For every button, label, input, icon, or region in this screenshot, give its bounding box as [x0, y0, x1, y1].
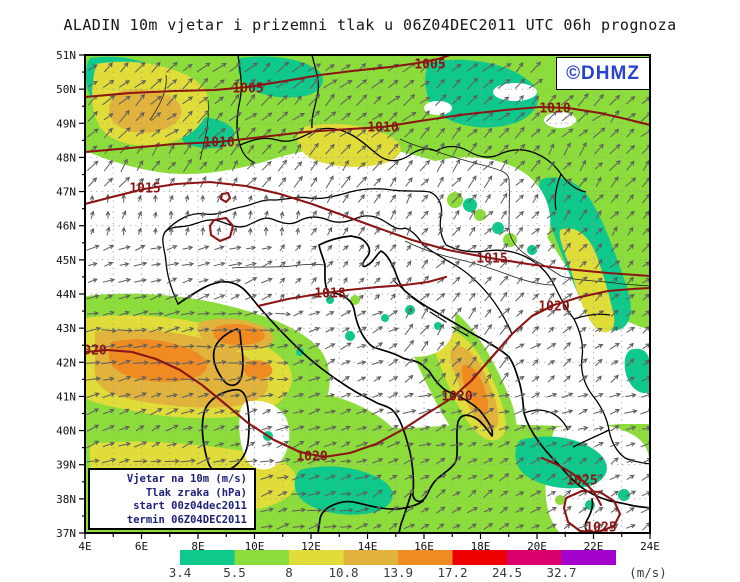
- isobar-1010: [85, 105, 650, 154]
- pressure-label: 1015: [476, 252, 507, 267]
- lat-label: 39N: [56, 459, 76, 472]
- balkan-borders: [422, 244, 650, 465]
- isobar-unlabeled: [208, 216, 235, 243]
- lat-label: 47N: [56, 186, 76, 199]
- wind-arrows: [85, 61, 650, 531]
- lat-label: 45N: [56, 254, 76, 267]
- isobar-1025: [540, 456, 603, 507]
- pressure-label: 1020: [441, 390, 472, 405]
- czech-borders: [236, 55, 437, 164]
- hungary-borders: [435, 145, 587, 211]
- sicily-coastline: [317, 493, 424, 533]
- color-scale: 3.4 5.5 8 10.8 13.9 17.2 24.5 32.7 (m/s): [169, 550, 667, 580]
- corsica-coastline: [212, 328, 244, 387]
- lon-label: 4E: [78, 540, 91, 553]
- pressure-label: 1025: [585, 521, 616, 536]
- pressure-label: 1010: [203, 136, 234, 151]
- danube-river: [399, 138, 650, 287]
- scale-segment-ygreen: [234, 550, 289, 565]
- isobar-1005: [85, 55, 452, 99]
- lat-label: 51N: [56, 49, 76, 62]
- scale-unit: (m/s): [629, 565, 667, 580]
- axes-layer: 51N 50N 49N 48N 47N 46N 45N 44N 43N 42N 41N 40N 39N 3…: [56, 49, 660, 553]
- lon-label: 20E: [527, 540, 547, 553]
- graticule-layer: [85, 55, 650, 533]
- scale-value: 13.9: [383, 565, 413, 580]
- scale-segment-yellow: [289, 550, 344, 565]
- italy-coastline: [177, 235, 494, 503]
- dhmz-watermark: ©DHMZ: [566, 62, 640, 84]
- pressure-label: 1025: [566, 474, 597, 489]
- scale-segment-teal: [180, 550, 235, 565]
- lat-label: 37N: [56, 527, 76, 540]
- lat-label: 40N: [56, 425, 76, 438]
- wind-arrow-layer: [85, 61, 650, 531]
- lon-label: 16E: [414, 540, 434, 553]
- legend-line-pressure: Tlak zraka (hPa): [145, 486, 247, 499]
- lon-label: 8E: [191, 540, 204, 553]
- lat-label: 43N: [56, 322, 76, 335]
- lat-label: 48N: [56, 151, 76, 164]
- legend-line-termin: termin 06Z04DEC2011: [126, 513, 247, 526]
- isobar-layer: 1005 1005 1010 1010 1010 1015 1015 1018 020 1020 1…: [83, 55, 650, 536]
- germany-austria-borders: [164, 188, 447, 246]
- scale-value: 10.8: [328, 565, 358, 580]
- scale-value: 3.4: [169, 565, 192, 580]
- lat-label: 44N: [56, 288, 76, 301]
- lon-label: 6E: [135, 540, 148, 553]
- scale-value: 5.5: [223, 565, 246, 580]
- lon-label: 24E: [640, 540, 660, 553]
- po-river: [231, 263, 325, 269]
- pressure-label: 1020: [538, 300, 569, 315]
- pressure-label: 1015: [129, 182, 160, 197]
- legend-info-box: Vjetar na 10m (m/s) Tlak zraka (hPa) sta…: [88, 468, 256, 530]
- pressure-label: 1005: [414, 58, 445, 73]
- isobar-1020: [85, 286, 650, 459]
- scale-segment-crimson: [507, 550, 562, 565]
- german-rivers: [149, 74, 209, 161]
- isobar-unlabeled: [219, 191, 232, 204]
- pressure-label: 1018: [314, 287, 345, 302]
- lon-label: 12E: [301, 540, 321, 553]
- pressure-label: 1005: [232, 82, 263, 97]
- lon-label: 14E: [358, 540, 378, 553]
- scale-value: 8: [285, 565, 293, 580]
- lat-label: 46N: [56, 220, 76, 233]
- lat-label: 42N: [56, 356, 76, 369]
- pressure-label: 1010: [367, 121, 398, 136]
- isobar-1015: [85, 180, 650, 278]
- lon-label: 22E: [584, 540, 604, 553]
- scale-value: 17.2: [437, 565, 467, 580]
- pressure-label: 1020: [296, 450, 327, 465]
- scale-value: 24.5: [492, 565, 522, 580]
- lon-label: 18E: [471, 540, 491, 553]
- dhmz-watermark-box: ©DHMZ: [556, 57, 650, 90]
- legend-line-wind: Vjetar na 10m (m/s): [126, 473, 247, 485]
- lat-label: 38N: [56, 493, 76, 506]
- scale-segment-orange: [398, 550, 453, 565]
- lat-label: 50N: [56, 83, 76, 96]
- scale-segment-purple: [561, 550, 616, 565]
- lon-label: 10E: [245, 540, 265, 553]
- pressure-label: 020: [83, 344, 107, 359]
- lat-label: 41N: [56, 390, 76, 403]
- isobar-1018: [256, 275, 448, 308]
- scale-segment-red: [452, 550, 507, 565]
- legend-line-start: start 00z04dec2011: [133, 500, 247, 512]
- page-title: ALADIN 10m vjetar i prizemni tlak u 06Z0…: [63, 16, 677, 34]
- scale-segment-gold: [343, 550, 398, 565]
- scale-value: 32.7: [546, 565, 576, 580]
- isobar-1025: [562, 489, 622, 533]
- pressure-label: 1010: [539, 102, 570, 117]
- lat-label: 49N: [56, 117, 76, 130]
